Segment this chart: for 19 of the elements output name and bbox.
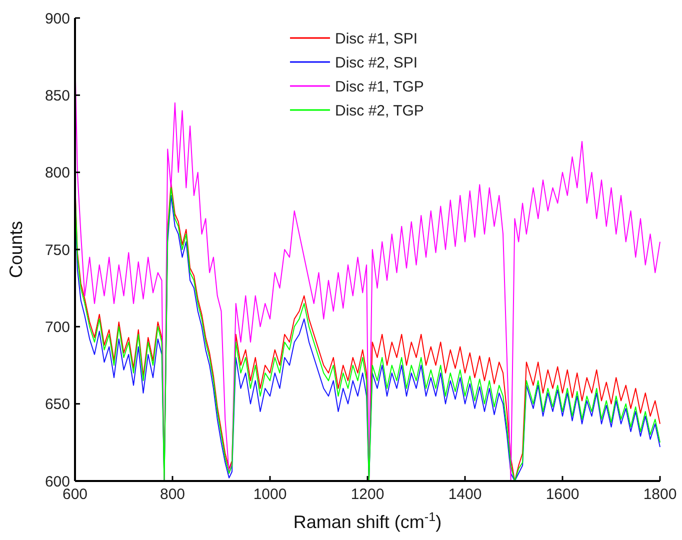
x-tick-label: 800: [160, 486, 186, 503]
x-tick-label: 1200: [350, 486, 384, 503]
y-tick-label: 850: [44, 87, 70, 104]
y-tick-label: 900: [44, 10, 70, 28]
y-tick-label: 650: [44, 396, 70, 414]
y-axis-title: Counts: [6, 220, 26, 278]
x-axis-title: Raman shift (cm$^{-1}$): [293, 510, 442, 532]
legend-label: Disc #2, SPI: [335, 54, 418, 72]
legend-label: Disc #2, TGP: [335, 102, 424, 120]
x-tick-label: 1000: [253, 486, 287, 503]
y-tick-label: 800: [44, 164, 70, 182]
legend-label: Disc #1, TGP: [335, 78, 424, 96]
x-tick-label: 600: [62, 486, 88, 503]
x-tick-label: 1800: [643, 486, 677, 503]
x-tick-label: 1600: [546, 486, 580, 503]
x-tick-label: 1400: [448, 486, 482, 503]
y-tick-label: 750: [44, 242, 70, 259]
y-tick-label: 700: [44, 318, 70, 336]
legend-label: Disc #1, SPI: [335, 30, 418, 48]
